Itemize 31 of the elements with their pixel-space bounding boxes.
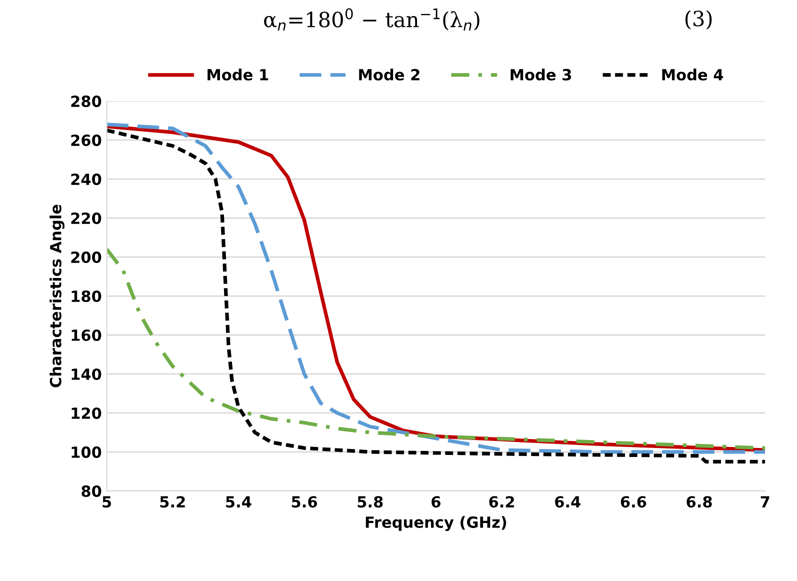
x-tick-label: 5: [102, 496, 112, 508]
y-tick-label: 80: [82, 485, 102, 497]
legend-label: Mode 1: [208, 68, 268, 80]
x-tick-label: 7: [760, 496, 770, 508]
x-tick-label: 5.6: [292, 496, 318, 508]
y-tick-label: 120: [72, 407, 102, 419]
legend-label: Mode 3: [510, 68, 572, 80]
line-series: [106, 247, 766, 450]
x-tick-label: 6.2: [489, 496, 514, 508]
x-tick-label: 6.8: [686, 496, 712, 508]
y-tick-label: 220: [71, 212, 102, 224]
y-tick-label: 160: [72, 329, 102, 342]
text: α$_{n}$=180$^{0}$ − tan$^{−1}$(λ$_{n}$): [264, 8, 480, 31]
x-tick-label: 6.6: [620, 496, 646, 508]
y-axis-title: Characteristics Angle: [50, 204, 64, 388]
x-tick-label: 6: [432, 496, 440, 508]
x-tick-label: 6.4: [555, 496, 580, 508]
y-tick-label: 100: [72, 446, 102, 458]
x-axis-title: Frequency (GHz): [366, 516, 506, 532]
x-tick-label: 5.4: [226, 496, 252, 508]
x-tick-label: 5.2: [160, 496, 185, 508]
legend-label: Mode 2: [359, 68, 420, 80]
y-tick-label: 140: [72, 368, 102, 380]
text: (3): [685, 10, 712, 30]
y-tick-label: 180: [72, 290, 102, 302]
x-tick-label: 5.8: [358, 496, 383, 508]
y-tick-label: 200: [71, 252, 102, 264]
legend-label: Mode 4: [662, 68, 724, 80]
y-tick-label: 280: [71, 96, 102, 108]
y-tick-label: 260: [71, 134, 102, 146]
y-tick-label: 240: [71, 174, 102, 186]
